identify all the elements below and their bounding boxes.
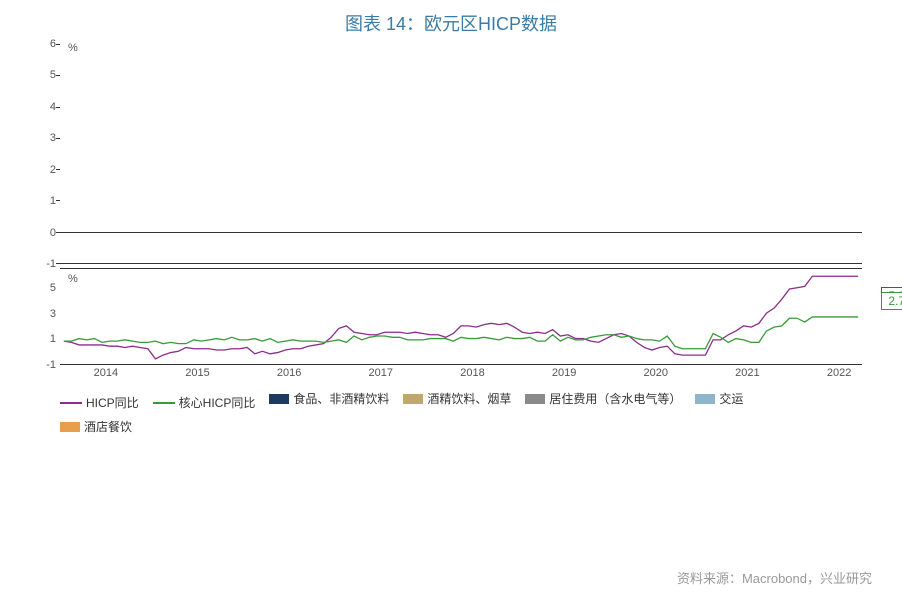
y-tick: 3: [50, 308, 56, 320]
panel-separator: [60, 268, 862, 269]
x-tick: 2016: [277, 367, 301, 379]
x-tick: 2018: [460, 367, 484, 379]
y-tick: 1: [50, 333, 56, 345]
legend-item-housing: 居住费用（含水电气等）: [525, 387, 681, 411]
x-tick: 2019: [552, 367, 576, 379]
y-tick: 5: [50, 282, 56, 294]
panel-stacked-bars: % -10123456: [60, 44, 862, 264]
legend-item-food: 食品、非酒精饮料: [269, 387, 389, 411]
legend-item-alcohol: 酒精饮料、烟草: [403, 387, 511, 411]
legend-item-transport: 交运: [695, 387, 743, 411]
legend-item-hicp: HICP同比: [60, 391, 139, 415]
legend-item-hotel: 酒店餐饮: [60, 415, 132, 439]
line-core: [64, 317, 858, 349]
panel-lines: % -1135 5.92.7: [60, 275, 862, 365]
x-tick: 2021: [735, 367, 759, 379]
x-tick: 2022: [827, 367, 851, 379]
y-tick: -1: [46, 258, 56, 270]
legend: HICP同比核心HICP同比食品、非酒精饮料酒精饮料、烟草居住费用（含水电气等）…: [0, 381, 902, 440]
chart-title: 图表 14：欧元区HICP数据: [0, 0, 902, 44]
y-tick: -1: [46, 359, 56, 371]
x-tick: 2020: [644, 367, 668, 379]
x-axis: 2014 2015 2016 2017 2018 2019 2020 2021 2022: [60, 365, 862, 381]
source-attribution: 资料来源：Macrobond，兴业研究: [677, 568, 872, 587]
legend-item-core: 核心HICP同比: [153, 391, 256, 415]
x-tick: 2014: [94, 367, 118, 379]
x-tick: 2017: [369, 367, 393, 379]
x-tick: 2015: [185, 367, 209, 379]
line-hicp: [64, 276, 858, 359]
callout-core: 2.7: [881, 292, 902, 310]
